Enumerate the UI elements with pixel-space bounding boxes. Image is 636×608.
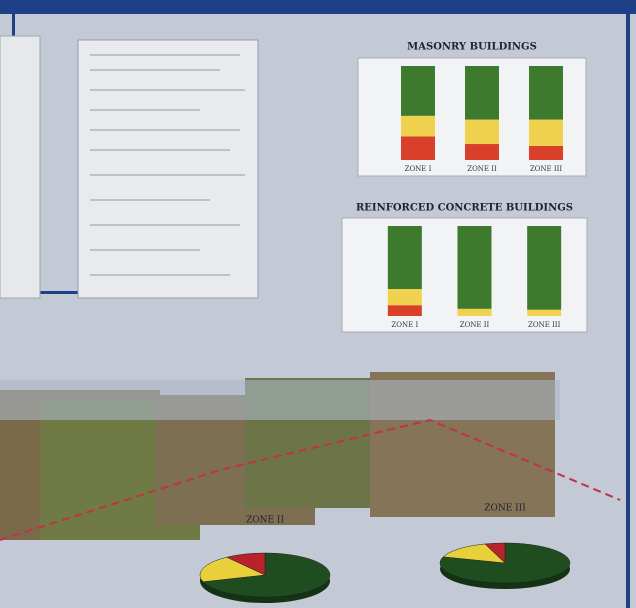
bar-segment bbox=[465, 119, 499, 145]
bar-segment bbox=[401, 136, 435, 160]
chart-title: REINFORCED CONCRETE BUILDINGS bbox=[356, 203, 573, 214]
bar-segment bbox=[527, 309, 562, 316]
form-lines bbox=[90, 54, 245, 276]
bar-segment bbox=[387, 305, 422, 316]
chart-title: ZONE II bbox=[246, 516, 284, 526]
x-tick-label: ZONE II bbox=[467, 165, 497, 173]
document-left bbox=[0, 35, 41, 299]
bar-segment bbox=[401, 66, 435, 116]
frame-right bbox=[626, 0, 630, 608]
form-document bbox=[77, 39, 259, 299]
frame-top bbox=[0, 0, 636, 14]
bar-segment bbox=[529, 66, 563, 120]
pie-slice bbox=[199, 556, 266, 583]
pie-slice bbox=[226, 552, 266, 576]
chart-title: MASONRY BUILDINGS bbox=[407, 42, 537, 53]
bar-segment bbox=[465, 144, 499, 160]
x-tick-label: ZONE I bbox=[391, 321, 418, 329]
pie-slice bbox=[202, 552, 331, 598]
bar-segment bbox=[387, 289, 422, 306]
pie-slice bbox=[442, 543, 506, 564]
bar-segment bbox=[529, 145, 563, 160]
bar-segment bbox=[457, 308, 492, 316]
chart-title: ZONE III bbox=[484, 504, 526, 514]
bar-segment bbox=[527, 226, 562, 310]
frame-bottom bbox=[0, 291, 95, 294]
pie-slice bbox=[484, 542, 506, 564]
sky bbox=[0, 380, 560, 420]
x-tick-label: ZONE III bbox=[530, 165, 563, 173]
bar-segment bbox=[465, 66, 499, 120]
bar-segment bbox=[529, 119, 563, 146]
zone-boundary bbox=[0, 418, 621, 541]
pie-slice bbox=[439, 542, 571, 584]
bar-segment bbox=[457, 226, 492, 309]
x-tick-label: ZONE II bbox=[460, 321, 490, 329]
x-tick-label: ZONE I bbox=[405, 165, 432, 173]
bar-segment bbox=[387, 226, 422, 289]
bar-segment bbox=[401, 115, 435, 137]
x-tick-label: ZONE III bbox=[528, 321, 561, 329]
